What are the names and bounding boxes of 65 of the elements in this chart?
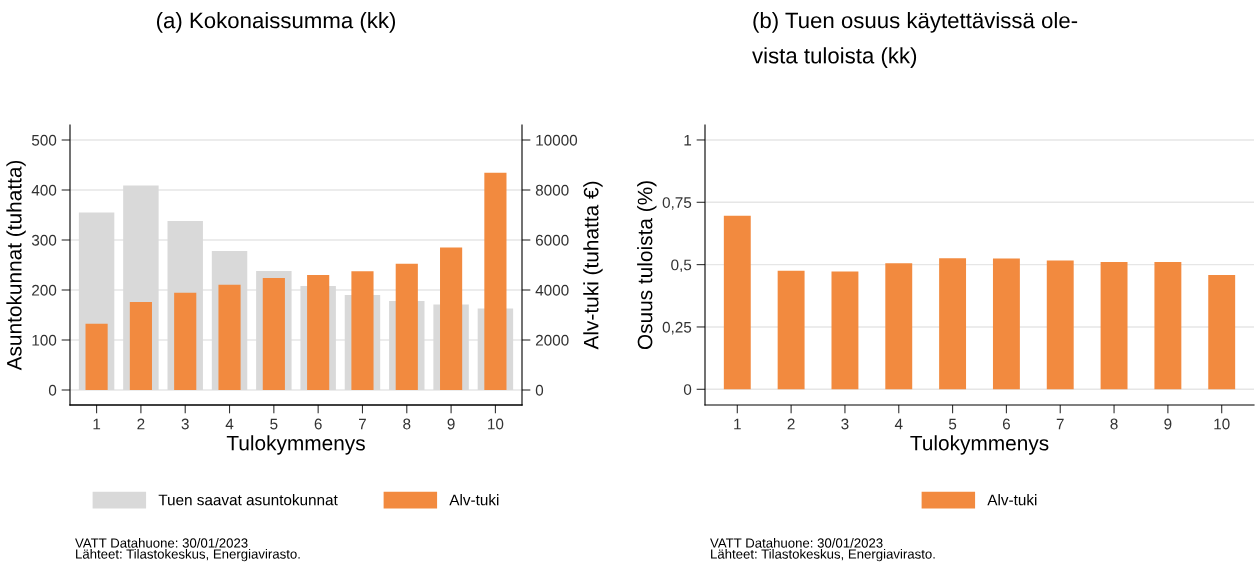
y2-axis-title: Alv-tuki (tuhatta €): [583, 181, 603, 350]
bar: [174, 292, 197, 390]
y-tick-label: 0,25: [662, 321, 692, 335]
bar: [1046, 260, 1074, 390]
bar: [992, 258, 1020, 390]
y-tick-label: 100: [32, 334, 57, 346]
x-tick-label: 1: [93, 418, 101, 430]
y2-tick-label: 10000: [536, 134, 578, 146]
x-tick-label: 3: [181, 418, 189, 430]
chart-title: (a) Kokonaissumma (kk): [156, 12, 396, 33]
bar: [1100, 261, 1128, 390]
x-axis-title: Tulokymmenys: [910, 435, 1049, 455]
x-tick-label: 5: [948, 418, 957, 430]
y2-tick-label: 2000: [535, 334, 569, 346]
x-axis-title: Tulokymmenys: [226, 435, 365, 455]
x-tick-label: 4: [225, 418, 234, 430]
bar: [777, 270, 805, 390]
x-tick-label: 10: [488, 418, 504, 430]
x-tick-label: 10: [1214, 418, 1230, 430]
chart-title: (b) Tuen osuus käytettävissä ole- vista tuloista (kk): [752, 12, 1078, 68]
y-tick-label: 0,75: [662, 197, 692, 210]
x-tick-label: 7: [1056, 418, 1064, 430]
bar: [939, 258, 967, 390]
y2-tick-label: 8000: [535, 184, 569, 196]
bar: [723, 215, 751, 390]
bar: [218, 284, 241, 390]
bar: [1154, 261, 1182, 390]
text: VATT Datahuone: 30/01/2023: [710, 538, 883, 548]
bar: [129, 302, 152, 390]
y-tick-label: 0,5: [671, 259, 692, 273]
y-tick-label: 200: [32, 284, 57, 296]
y-tick-label: 0: [683, 384, 692, 395]
x-tick-label: 8: [403, 418, 411, 430]
text: VATT Datahuone: 30/01/2023: [75, 538, 248, 548]
x-tick-label: 2: [137, 418, 145, 430]
legend-label: Tuen saavat asuntokunnat: [158, 494, 338, 506]
x-tick-label: 2: [787, 418, 795, 430]
y-axis-title: Asuntokunnat (tuhatta): [6, 160, 26, 371]
y-axis-title: Osuus tuloista (%): [637, 181, 657, 350]
x-tick-label: 3: [841, 418, 849, 430]
y-tick-label: 500: [31, 134, 57, 146]
y-tick-label: 0: [48, 384, 57, 396]
y-tick-label: 300: [31, 234, 57, 246]
y2-tick-label: 6000: [535, 234, 569, 246]
x-tick-label: 4: [894, 418, 903, 430]
y2-tick-label: 4000: [535, 284, 569, 296]
bar: [85, 323, 108, 390]
text: Lähteet: Tilastokeskus, Energiavirasto.: [76, 549, 300, 562]
x-tick-label: 9: [1164, 418, 1172, 430]
x-tick-label: 7: [359, 418, 366, 430]
bar: [831, 271, 859, 390]
x-tick-label: 9: [447, 418, 455, 430]
legend-label: Alv-tuki: [987, 494, 1037, 506]
text: Lähteet: Tilastokeskus, Energiavirasto.: [711, 549, 935, 562]
y-tick-label: 400: [31, 184, 57, 196]
y-tick-label: 1: [684, 134, 692, 146]
y2-tick-label: 0: [535, 384, 544, 396]
x-tick-label: 6: [1002, 418, 1010, 430]
x-tick-label: 1: [734, 418, 741, 430]
x-tick-label: 8: [1110, 418, 1118, 430]
bar: [885, 263, 913, 390]
legend-label: Alv-tuki: [449, 494, 499, 506]
x-tick-label: 5: [270, 418, 278, 430]
bar: [1208, 275, 1236, 390]
x-tick-label: 6: [314, 418, 322, 430]
